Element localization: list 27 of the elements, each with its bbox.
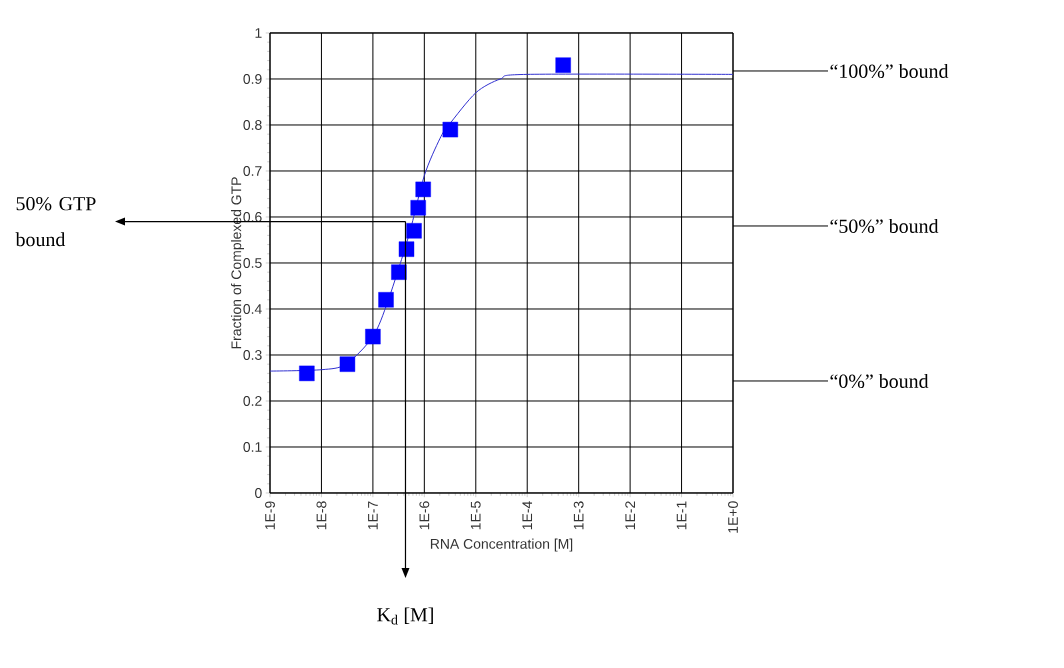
- y-tick-label: 0.5: [243, 258, 262, 268]
- x-tick-label: 1E-1: [676, 501, 687, 530]
- y-tick-label: 0: [255, 488, 262, 498]
- y-tick-label: 0.2: [243, 396, 262, 406]
- x-axis-title: RNA Concentration [M]: [430, 538, 573, 552]
- x-tick-label: 1E-9: [265, 501, 275, 530]
- y-tick-label: 0.3: [243, 350, 262, 360]
- x-tick-label: 1E-3: [573, 501, 584, 530]
- y-tick-label: 1: [255, 28, 262, 38]
- x-tick-label: 1E-8: [316, 501, 327, 530]
- x-tick-label: 1E+0: [728, 501, 738, 533]
- y-tick-label: 0.7: [243, 166, 262, 176]
- ref-line-label: 50% GTP bound: [15, 196, 96, 247]
- x-tick-label: 1E-5: [470, 501, 481, 530]
- text: “0%” bound: [830, 373, 929, 389]
- x-tick-label: 1E-4: [522, 501, 533, 530]
- x-tick-label: 1E-7: [368, 501, 378, 530]
- y-axis-title: Fraction of Complexed GTP: [231, 177, 244, 349]
- text: “100%” bound: [830, 63, 949, 79]
- y-tick-label: 0.9: [243, 74, 262, 84]
- text: “50%” bound: [830, 218, 939, 234]
- y-tick-label: 0.8: [243, 120, 262, 130]
- y-tick-label: 0.4: [243, 304, 262, 314]
- x-tick-label: 1E-2: [625, 501, 635, 530]
- ref-line-label: K$_{d}$ [M]: [377, 607, 433, 625]
- y-tick-label: 0.1: [243, 442, 262, 452]
- x-tick-label: 1E-6: [419, 501, 430, 530]
